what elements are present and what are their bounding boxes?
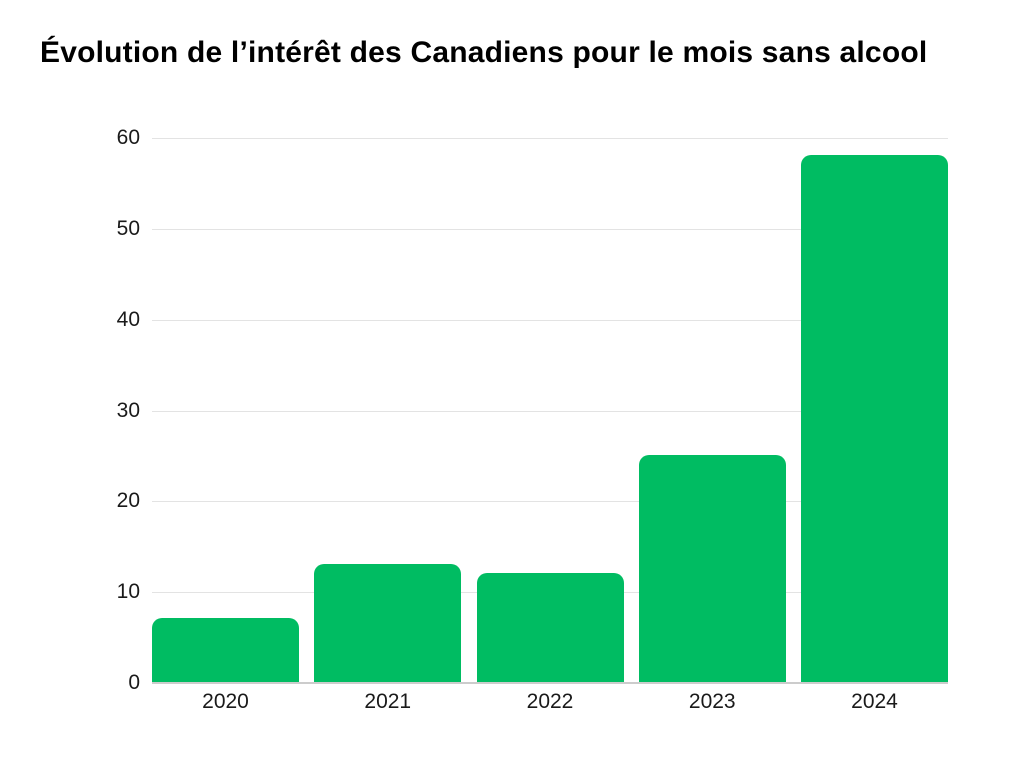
gridline-y50 [152, 228, 948, 230]
x-tick-label-2020: 2020 [202, 690, 249, 713]
x-axis: 2020 2021 2022 2023 2024 [152, 690, 948, 714]
x-tick-label-2024: 2024 [851, 690, 898, 713]
bar-2024 [801, 155, 948, 682]
y-tick-label-50: 50 [116, 216, 140, 240]
bar-2021 [314, 563, 462, 682]
y-tick-label-30: 30 [116, 398, 140, 422]
y-tick-label-10: 10 [116, 580, 140, 604]
y-axis: 0 10 20 30 40 50 60 [0, 126, 140, 694]
y-tick-label-40: 40 [116, 307, 140, 331]
gridline-y60 [152, 138, 948, 139]
x-axis-baseline [152, 682, 948, 684]
x-tick-label-2022: 2022 [526, 690, 574, 713]
gridline-y40 [152, 319, 948, 321]
bar-2022 [476, 573, 624, 682]
x-tick-label-2023: 2023 [688, 690, 736, 713]
y-tick-label-20: 20 [116, 489, 140, 513]
bar-2020 [152, 618, 299, 682]
plot-area [152, 137, 948, 684]
x-tick-label-2021: 2021 [364, 690, 412, 713]
y-tick-label-60: 60 [116, 126, 140, 149]
bar-2023 [638, 454, 786, 682]
gridline-y20 [152, 501, 948, 503]
chart-title: Évolution de l’intérêt des Canadiens pou… [40, 36, 928, 69]
y-tick-label-0: 0 [128, 671, 140, 694]
bar-series [152, 137, 948, 682]
gridline-y30 [152, 410, 948, 412]
